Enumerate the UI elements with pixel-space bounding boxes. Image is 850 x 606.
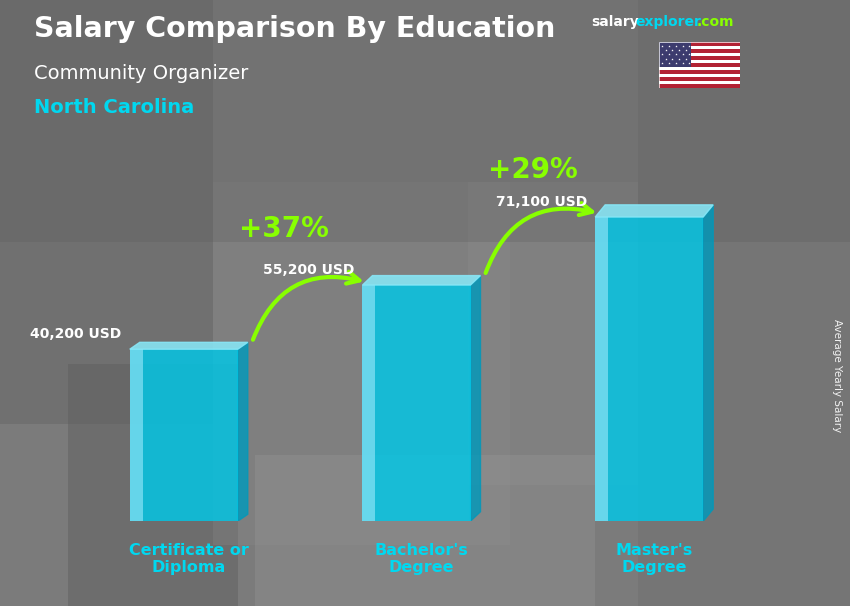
Bar bbox=[0, 0, 212, 424]
Bar bbox=[468, 182, 638, 485]
Text: 71,100 USD: 71,100 USD bbox=[496, 195, 586, 209]
Text: .com: .com bbox=[696, 15, 734, 29]
Bar bbox=[362, 285, 471, 521]
Text: 55,200 USD: 55,200 USD bbox=[263, 264, 354, 278]
Text: Average Yearly Salary: Average Yearly Salary bbox=[831, 319, 842, 432]
Text: salary: salary bbox=[591, 15, 638, 29]
Text: Master's
Degree: Master's Degree bbox=[615, 543, 693, 575]
Bar bbox=[659, 50, 740, 53]
Bar bbox=[659, 64, 740, 67]
Polygon shape bbox=[238, 342, 248, 521]
Bar bbox=[638, 0, 850, 606]
Bar bbox=[659, 81, 740, 84]
Bar bbox=[68, 364, 238, 606]
Text: Salary Comparison By Education: Salary Comparison By Education bbox=[34, 15, 555, 43]
Bar bbox=[659, 53, 740, 56]
Bar bbox=[659, 56, 740, 60]
Bar bbox=[659, 46, 740, 50]
Text: explorer: explorer bbox=[636, 15, 701, 29]
Polygon shape bbox=[471, 276, 480, 521]
Bar bbox=[212, 182, 510, 545]
Text: Certificate or
Diploma: Certificate or Diploma bbox=[129, 543, 249, 575]
Bar bbox=[659, 60, 740, 64]
Polygon shape bbox=[595, 205, 713, 217]
Bar bbox=[659, 84, 740, 88]
Bar bbox=[130, 349, 143, 521]
Text: Community Organizer: Community Organizer bbox=[34, 64, 248, 82]
Text: +37%: +37% bbox=[239, 215, 328, 244]
Bar bbox=[659, 67, 740, 70]
Bar bbox=[659, 42, 691, 67]
Polygon shape bbox=[130, 342, 248, 349]
Bar bbox=[659, 78, 740, 81]
Polygon shape bbox=[703, 205, 713, 521]
Bar bbox=[659, 74, 740, 78]
Bar bbox=[362, 285, 376, 521]
Bar bbox=[595, 217, 608, 521]
Text: Bachelor's
Degree: Bachelor's Degree bbox=[375, 543, 468, 575]
Polygon shape bbox=[362, 276, 480, 285]
Bar bbox=[659, 70, 740, 74]
Text: North Carolina: North Carolina bbox=[34, 98, 195, 117]
Bar bbox=[659, 42, 740, 46]
Bar bbox=[595, 217, 703, 521]
Text: 40,200 USD: 40,200 USD bbox=[31, 327, 122, 342]
Bar bbox=[255, 454, 595, 606]
Text: +29%: +29% bbox=[488, 156, 578, 184]
Bar bbox=[0, 0, 850, 242]
Bar bbox=[130, 349, 238, 521]
